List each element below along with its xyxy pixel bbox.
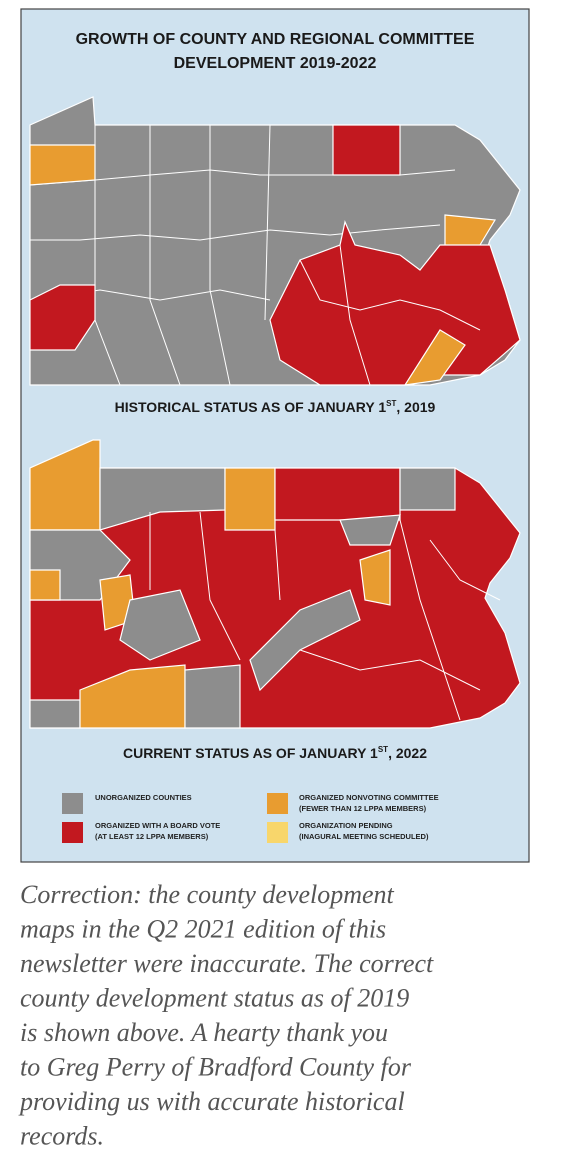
legend-label: UNORGANIZED COUNTIES <box>95 793 192 802</box>
legend-swatch <box>267 793 288 814</box>
legend-label: ORGANIZED WITH A BOARD VOTE <box>95 821 220 830</box>
legend-swatch <box>267 822 288 843</box>
legend-note: (INAGURAL MEETING SCHEDULED) <box>299 832 429 841</box>
correction-caption: Correction: the county development maps i… <box>18 880 434 1151</box>
map-2019 <box>29 96 521 386</box>
legend-note: (AT LEAST 12 LPPA MEMBERS) <box>95 832 209 841</box>
caption-line: county development status as of 2019 <box>20 984 409 1013</box>
legend-note: (FEWER THAN 12 LPPA MEMBERS) <box>299 804 427 813</box>
legend: UNORGANIZED COUNTIES ORGANIZED WITH A BO… <box>62 793 439 843</box>
caption-line: newsletter were inaccurate. The correct <box>20 949 434 978</box>
caption-line: maps in the Q2 2021 edition of this <box>20 915 386 944</box>
legend-swatch <box>62 822 83 843</box>
caption-line: records. <box>20 1122 104 1151</box>
caption-line: Correction: the county development <box>20 880 395 909</box>
legend-label: ORGANIZATION PENDING <box>299 821 393 830</box>
caption-line: is shown above. A hearty thank you <box>20 1018 388 1047</box>
map-caption: HISTORICAL STATUS AS OF JANUARY 1ST, 201… <box>115 399 436 415</box>
map-2022 <box>29 439 521 729</box>
title-line: DEVELOPMENT 2019-2022 <box>174 55 377 72</box>
caption-line: to Greg Perry of Bradford County for <box>20 1053 412 1082</box>
map-caption: CURRENT STATUS AS OF JANUARY 1ST, 2022 <box>123 745 427 761</box>
caption-line: providing us with accurate historical <box>18 1087 405 1116</box>
legend-label: ORGANIZED NONVOTING COMMITTEE <box>299 793 439 802</box>
title-line: GROWTH OF COUNTY AND REGIONAL COMMITTEE <box>76 31 475 48</box>
legend-swatch <box>62 793 83 814</box>
